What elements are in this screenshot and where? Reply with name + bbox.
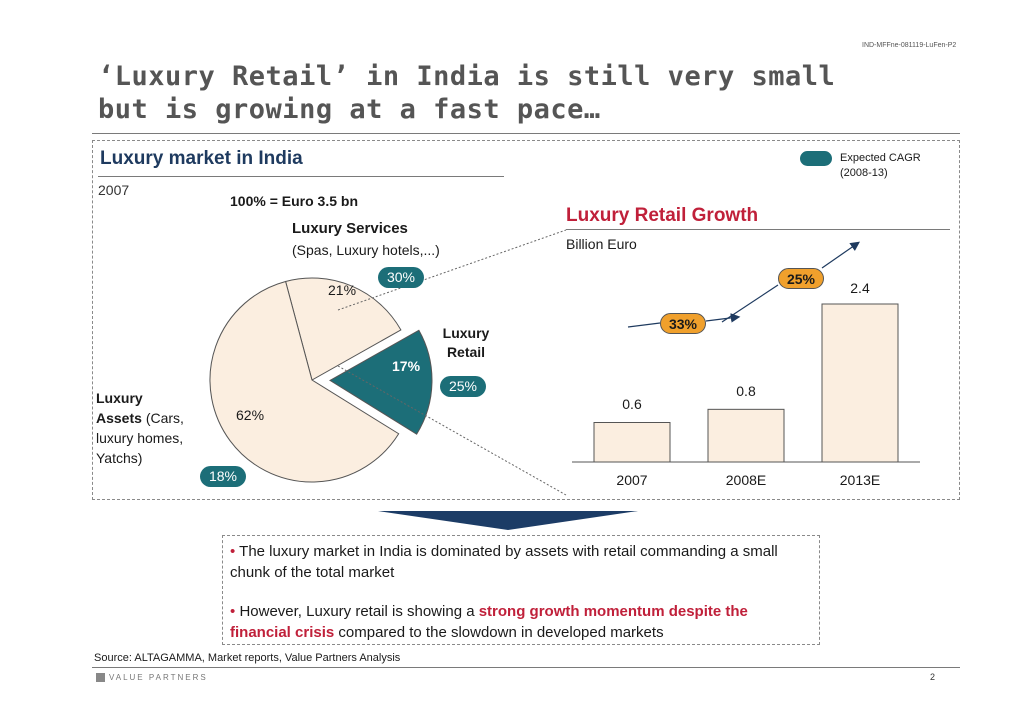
bar-value-label: 0.8 (736, 383, 756, 399)
pie-chart (209, 277, 433, 483)
down-arrow-shape (378, 511, 638, 530)
assets-label-line-1: Luxury (96, 390, 143, 406)
bullet-dot: • (230, 543, 236, 560)
services-label-sub: (Spas, Luxury hotels,...) (292, 242, 440, 258)
bar-chart-title: Luxury Retail Growth (566, 205, 759, 226)
bullet-2-highlight: strong growth momentum despite the finan… (230, 603, 748, 641)
cagr-legend-swatch (800, 151, 832, 166)
assets-label-bold: Assets (96, 410, 142, 426)
source-note: Source: ALTAGAMMA, Market reports, Value… (94, 652, 401, 664)
title-line-2: but is growing at a fast pace… (98, 94, 601, 125)
retail-pct-label: 17% (392, 358, 421, 374)
document-code: IND-MFFne-081119-LuFen-P2 (862, 42, 957, 49)
assets-cagr-badge: 18% (200, 466, 246, 487)
bar-2008E (707, 408, 785, 463)
services-pct-label: 21% (328, 282, 357, 298)
bottom-pointer (378, 511, 638, 530)
retail-label-line-1: Luxury (442, 325, 490, 341)
page-number: 2 (930, 672, 936, 682)
logo-text: VALUE PARTNERS (109, 673, 208, 682)
bar-category-label: 2013E (839, 472, 881, 488)
bullet-2: • However, Luxury retail is showing a st… (230, 601, 810, 643)
pie-slice-luxury-services (284, 277, 402, 381)
logo-mark-icon (96, 673, 105, 683)
bar-2013E (821, 303, 899, 463)
bar-category-label: 2008E (725, 472, 767, 488)
title-divider (92, 133, 960, 134)
bar-chart-unit: Billion Euro (566, 236, 637, 252)
retail-label: Luxury Retail (438, 324, 494, 362)
cagr-legend-label: Expected CAGR (2008-13) (840, 151, 921, 181)
assets-pct-label: 62% (236, 407, 265, 423)
bullet-1: • The luxury market in India is dominate… (230, 541, 810, 583)
retail-label-line-2: Retail (446, 344, 486, 360)
pie-slice-luxury-assets (209, 280, 400, 483)
page-title: ‘Luxury Retail’ in India is still very s… (98, 60, 858, 126)
assets-label: Luxury Assets (Cars, luxury homes, Yatch… (96, 388, 226, 468)
pie-total-label: 100% = Euro 3.5 bn (230, 193, 358, 209)
main-chart-panel (92, 140, 960, 500)
growth-badge-2008-2013: 25% (778, 268, 824, 289)
assets-label-line-4: Yatchs) (96, 450, 143, 466)
assets-label-line-3: luxury homes, (96, 430, 184, 446)
key-takeaways-box (222, 535, 820, 645)
growth-arrow-1 (705, 313, 741, 323)
bar-2007 (593, 422, 671, 463)
growth-badge-2007-2008: 33% (660, 313, 706, 334)
cagr-legend-line-1: Expected CAGR (840, 152, 921, 164)
bar-value-label: 0.6 (622, 396, 642, 412)
retail-cagr-badge: 25% (440, 376, 486, 397)
services-label-title: Luxury Services (292, 220, 408, 237)
growth-arrow-2 (821, 241, 860, 269)
growth-line-1-start (627, 322, 661, 328)
zoom-line-top (337, 229, 567, 311)
cagr-legend-line-2: (2008-13) (840, 167, 888, 179)
bullet-1-text: The luxury market in India is dominated … (230, 543, 778, 581)
assets-label-rest: (Cars, (145, 410, 184, 426)
growth-line-2-start (721, 284, 779, 323)
bar-title-divider (566, 229, 950, 230)
bullet-2-text-start: However, Luxury retail is showing a (239, 603, 479, 620)
zoom-connector (337, 229, 567, 496)
bullet-2-text-end: compared to the slowdown in developed ma… (334, 624, 664, 641)
services-cagr-badge: 30% (378, 267, 424, 288)
pie-year: 2007 (98, 182, 130, 198)
pie-slice-luxury-retail (329, 329, 433, 435)
pie-title-divider (98, 176, 504, 177)
title-line-1: ‘Luxury Retail’ in India is still very s… (98, 61, 836, 92)
bullet-dot: • (230, 603, 236, 620)
pie-chart-title: Luxury market in India (100, 148, 303, 169)
growth-arrows (627, 241, 860, 328)
footer-divider (92, 667, 960, 668)
bar-category-label: 2007 (616, 472, 648, 488)
bar-chart (572, 303, 920, 463)
bar-value-label: 2.4 (850, 280, 870, 296)
value-partners-logo: VALUE PARTNERS (96, 673, 208, 683)
